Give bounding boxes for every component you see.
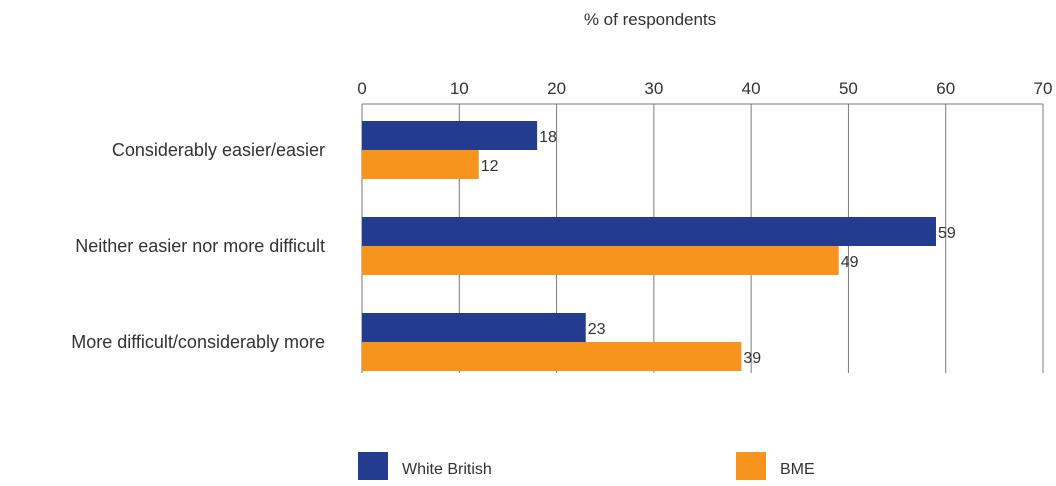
data-label: 23 <box>588 321 606 338</box>
x-tick-label: 30 <box>644 79 663 98</box>
category-label: Neither easier nor more difficult <box>75 236 325 256</box>
x-tick-label: 0 <box>357 79 366 98</box>
data-label: 39 <box>743 350 761 367</box>
legend-swatch <box>358 452 388 480</box>
category-label: Considerably easier/easier <box>112 140 325 160</box>
x-tick-label: 40 <box>742 79 761 98</box>
legend-label: BME <box>780 461 815 478</box>
chart-title: % of respondents <box>584 10 716 29</box>
bar-white-british <box>362 217 936 246</box>
x-tick-label: 10 <box>450 79 469 98</box>
bars-layer <box>362 121 936 371</box>
legend-swatch <box>736 452 766 480</box>
x-tick-label: 70 <box>1034 79 1053 98</box>
data-label: 49 <box>841 254 859 271</box>
data-label: 18 <box>539 129 557 146</box>
bar-bme <box>362 246 839 275</box>
bar-bme <box>362 150 479 179</box>
bar-white-british <box>362 121 538 150</box>
data-label: 12 <box>481 158 499 175</box>
legend-label: White British <box>402 461 492 478</box>
legend: White British BME <box>358 452 815 480</box>
x-tick-label: 60 <box>936 79 955 98</box>
bar-white-british <box>362 313 586 342</box>
x-tick-label: 50 <box>839 79 858 98</box>
category-label: More difficult/considerably more <box>71 332 325 352</box>
data-label: 59 <box>938 225 956 242</box>
labels-layer: Considerably easier/easier 18 12 Neither ea… <box>71 129 956 367</box>
x-tick-label: 20 <box>547 79 566 98</box>
bar-bme <box>362 342 742 371</box>
